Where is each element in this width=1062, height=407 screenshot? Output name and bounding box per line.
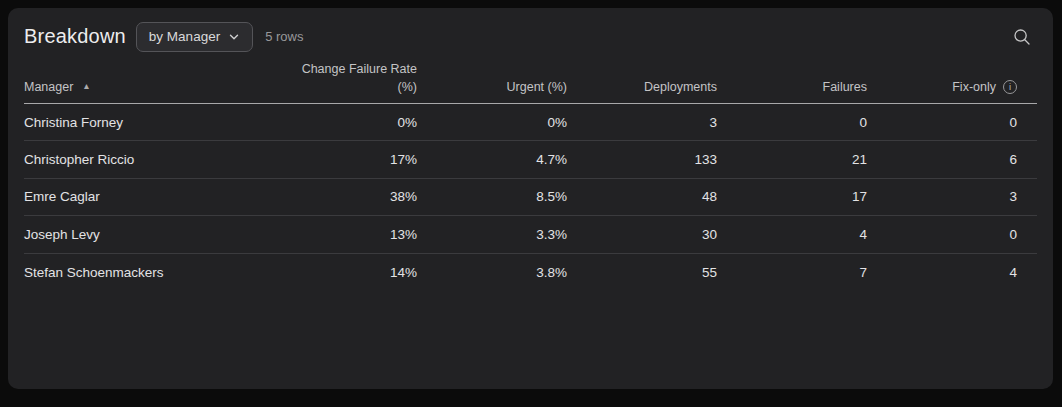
failures-cell: 4 xyxy=(717,227,867,242)
column-header-cfr-line1: Change Failure Rate xyxy=(267,60,417,78)
failures-cell: 21 xyxy=(717,152,867,167)
group-by-label: by Manager xyxy=(149,29,220,44)
deployments-cell: 3 xyxy=(567,115,717,130)
table-row[interactable]: Joseph Levy 13% 3.3% 30 4 0 xyxy=(24,216,1037,253)
fix-only-cell: 0 xyxy=(867,115,1037,130)
cfr-cell: 38% xyxy=(267,189,417,204)
column-header-cfr-line2: (%) xyxy=(267,78,417,96)
urgent-cell: 0% xyxy=(417,115,567,130)
cfr-cell: 17% xyxy=(267,152,417,167)
urgent-cell: 8.5% xyxy=(417,189,567,204)
deployments-cell: 30 xyxy=(567,227,717,242)
urgent-cell: 3.3% xyxy=(417,227,567,242)
fix-only-cell: 4 xyxy=(867,265,1037,280)
column-header-deployments[interactable]: Deployments xyxy=(567,78,717,96)
deployments-cell: 48 xyxy=(567,189,717,204)
table-row[interactable]: Stefan Schoenmackers 14% 3.8% 55 7 4 xyxy=(24,254,1037,291)
fix-only-cell: 0 xyxy=(867,227,1037,242)
panel-header: Breakdown by Manager 5 rows xyxy=(24,21,1037,52)
failures-cell: 0 xyxy=(717,115,867,130)
deployments-cell: 133 xyxy=(567,152,717,167)
manager-cell: Stefan Schoenmackers xyxy=(24,265,267,280)
table-header-row: Manager ▲ Change Failure Rate (%) Urgent… xyxy=(24,52,1037,104)
breakdown-panel: Breakdown by Manager 5 rows Manager ▲ Ch… xyxy=(8,8,1053,389)
column-header-manager-label: Manager xyxy=(24,78,73,96)
table-row[interactable]: Christina Forney 0% 0% 3 0 0 xyxy=(24,104,1037,141)
deployments-cell: 55 xyxy=(567,265,717,280)
page-title: Breakdown xyxy=(24,25,126,48)
manager-cell: Christopher Riccio xyxy=(24,152,267,167)
search-icon[interactable] xyxy=(1012,27,1032,47)
column-header-urgent[interactable]: Urgent (%) xyxy=(417,78,567,96)
column-header-fix-only-label: Fix-only xyxy=(952,78,996,96)
column-header-fix-only[interactable]: Fix-only i xyxy=(867,78,1037,96)
failures-cell: 7 xyxy=(717,265,867,280)
chevron-down-icon xyxy=(228,31,240,43)
info-icon[interactable]: i xyxy=(1003,80,1017,94)
failures-cell: 17 xyxy=(717,189,867,204)
cfr-cell: 14% xyxy=(267,265,417,280)
cfr-cell: 0% xyxy=(267,115,417,130)
urgent-cell: 3.8% xyxy=(417,265,567,280)
column-header-manager[interactable]: Manager ▲ xyxy=(24,78,267,96)
sort-ascending-icon: ▲ xyxy=(82,82,90,91)
table-row[interactable]: Christopher Riccio 17% 4.7% 133 21 6 xyxy=(24,141,1037,178)
urgent-cell: 4.7% xyxy=(417,152,567,167)
table-row[interactable]: Emre Caglar 38% 8.5% 48 17 3 xyxy=(24,179,1037,216)
manager-cell: Christina Forney xyxy=(24,115,267,130)
row-count-label: 5 rows xyxy=(265,29,303,44)
fix-only-cell: 6 xyxy=(867,152,1037,167)
fix-only-cell: 3 xyxy=(867,189,1037,204)
manager-cell: Joseph Levy xyxy=(24,227,267,242)
column-header-change-failure-rate[interactable]: Change Failure Rate (%) xyxy=(267,60,417,96)
cfr-cell: 13% xyxy=(267,227,417,242)
column-header-failures[interactable]: Failures xyxy=(717,78,867,96)
group-by-dropdown[interactable]: by Manager xyxy=(136,22,253,52)
manager-cell: Emre Caglar xyxy=(24,189,267,204)
